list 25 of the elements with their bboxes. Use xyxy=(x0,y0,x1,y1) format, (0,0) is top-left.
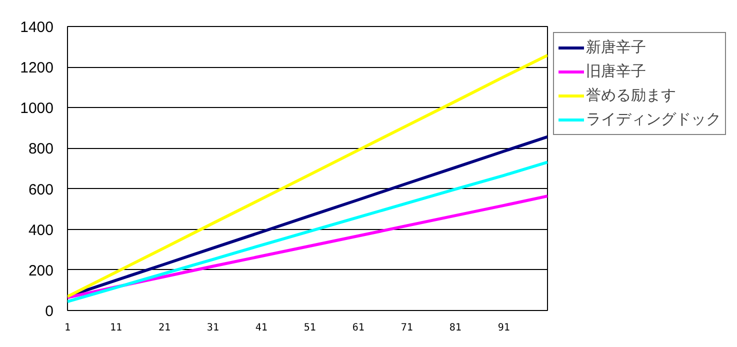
legend-label: 旧唐辛子 xyxy=(586,61,646,82)
y-tick-label: 1400 xyxy=(20,19,54,36)
legend-label: 誉める励ます xyxy=(586,85,676,106)
x-tick-label: 11 xyxy=(110,322,122,334)
y-tick-label: 0 xyxy=(45,303,54,320)
y-tick-label: 1200 xyxy=(20,60,54,77)
x-tick-label: 1 xyxy=(64,322,71,334)
y-tick-label: 400 xyxy=(28,222,54,239)
x-tick-label: 91 xyxy=(498,322,510,334)
y-tick-label: 800 xyxy=(28,140,54,158)
line-series xyxy=(68,160,548,304)
legend-label: ライディングドック xyxy=(586,109,721,130)
x-tick-label: 31 xyxy=(206,322,219,334)
x-tick-label: 81 xyxy=(449,322,462,334)
line-series xyxy=(68,194,548,300)
legend-label: 新唐辛子 xyxy=(586,37,646,58)
y-tick-label: 600 xyxy=(28,181,54,198)
line-series xyxy=(68,54,548,298)
x-tick-label: 41 xyxy=(255,322,268,334)
y-tick-label: 1000 xyxy=(20,100,54,118)
x-tick-label: 61 xyxy=(352,322,364,334)
x-tick-label: 71 xyxy=(400,322,413,334)
x-tick-label: 21 xyxy=(158,322,170,334)
y-tick-label: 200 xyxy=(28,262,54,280)
x-tick-label: 51 xyxy=(304,322,316,334)
